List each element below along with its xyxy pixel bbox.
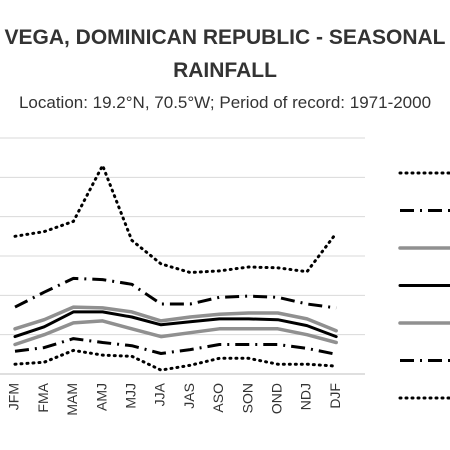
x-tick-label: DJF [327,383,343,409]
x-tick-label: ASO [210,383,226,413]
x-tick-label: JJA [152,382,168,406]
chart-title-line-2: RAINFALL [173,59,277,82]
x-tick-label: JFM [6,383,22,410]
series-line-5 [13,319,338,347]
series-line-2 [14,276,337,310]
x-tick-label: OND [269,383,285,414]
chart-subtitle: Location: 19.2°N, 70.5°W; Period of reco… [18,93,432,112]
x-tick-label: MAM [64,383,80,416]
x-tick-label: SON [239,383,255,413]
series-line-1 [13,164,338,274]
x-tick-label: FMA [35,382,51,412]
series-line-6 [14,337,337,356]
x-tick-label: MJJ [123,383,139,409]
series-line-4 [13,310,338,339]
series-line-7 [13,348,338,372]
chart-title-line-1: VEGA, DOMINICAN REPUBLIC - SEASONAL [4,26,446,49]
series-line-3 [13,305,338,333]
x-tick-label: JAS [181,383,197,409]
x-tick-label: NDJ [298,383,314,410]
x-tick-label: AMJ [93,383,109,411]
